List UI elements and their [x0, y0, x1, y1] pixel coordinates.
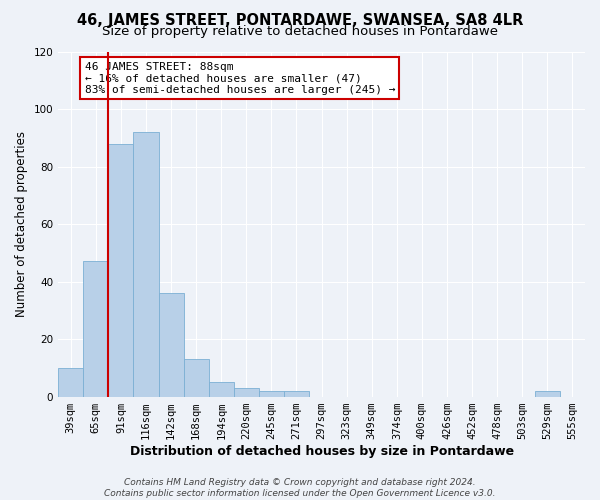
Bar [133, 132, 158, 396]
Text: 46 JAMES STREET: 88sqm
← 16% of detached houses are smaller (47)
83% of semi-det: 46 JAMES STREET: 88sqm ← 16% of detached… [85, 62, 395, 95]
Y-axis label: Number of detached properties: Number of detached properties [15, 131, 28, 317]
Text: 46, JAMES STREET, PONTARDAWE, SWANSEA, SA8 4LR: 46, JAMES STREET, PONTARDAWE, SWANSEA, S… [77, 12, 523, 28]
Text: Contains HM Land Registry data © Crown copyright and database right 2024.
Contai: Contains HM Land Registry data © Crown c… [104, 478, 496, 498]
X-axis label: Distribution of detached houses by size in Pontardawe: Distribution of detached houses by size … [130, 444, 514, 458]
Bar [284, 391, 309, 396]
Bar [209, 382, 234, 396]
Bar [58, 368, 83, 396]
Bar [234, 388, 259, 396]
Bar [158, 293, 184, 397]
Bar [259, 391, 284, 396]
Bar [83, 262, 109, 396]
Bar [109, 144, 133, 396]
Text: Size of property relative to detached houses in Pontardawe: Size of property relative to detached ho… [102, 25, 498, 38]
Bar [184, 359, 209, 397]
Bar [535, 391, 560, 396]
